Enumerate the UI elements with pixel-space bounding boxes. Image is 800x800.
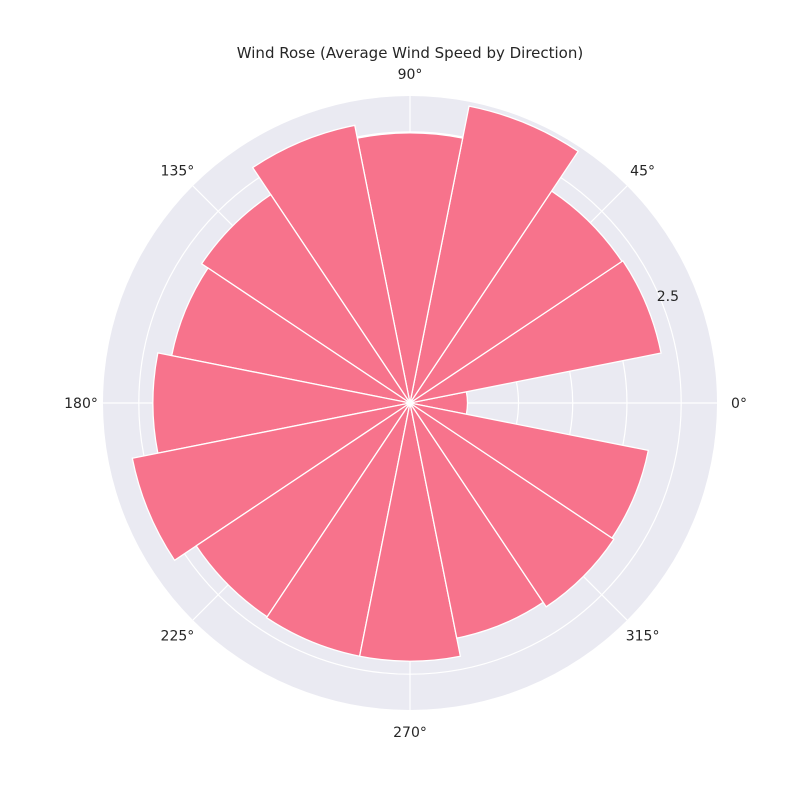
angular-tick-label-270: 270°	[393, 725, 427, 741]
bar-67.5deg	[409, 105, 580, 404]
chart-title: Wind Rose (Average Wind Speed by Directi…	[237, 44, 583, 62]
bar-202.5deg	[131, 402, 411, 562]
bar-135deg	[200, 193, 411, 404]
bar-270deg	[358, 402, 462, 662]
radial-tick-labels: 2.5	[657, 289, 679, 305]
angular-tick-label-135: 135°	[161, 163, 195, 179]
bar-22.5deg	[409, 259, 662, 404]
angular-tick-label-90: 90°	[398, 67, 423, 83]
bar-337.5deg	[409, 402, 650, 539]
angular-tick-label-0: 0°	[731, 396, 747, 412]
bars	[131, 105, 662, 662]
bar-112.5deg	[251, 124, 411, 404]
angular-tick-label-315: 315°	[626, 629, 660, 645]
radial-tick-label-4: 2.5	[657, 289, 679, 305]
angular-tick-label-225: 225°	[161, 629, 195, 645]
angular-tick-label-45: 45°	[630, 163, 655, 179]
bar-315deg	[409, 402, 615, 608]
angular-tick-label-180: 180°	[64, 396, 98, 412]
angular-tick-labels: 0° 45° 90° 135° 180° 225° 270° 315°	[64, 67, 747, 741]
